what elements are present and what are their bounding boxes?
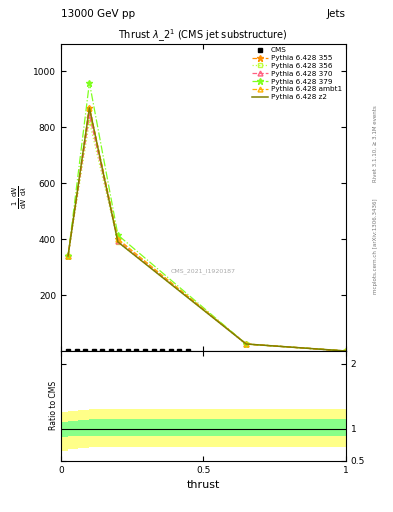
Pythia 6.428 ambt1 <box>343 348 348 354</box>
Text: mcplots.cern.ch [arXiv:1306.3436]: mcplots.cern.ch [arXiv:1306.3436] <box>373 198 378 293</box>
Pythia 6.428 355 <box>244 341 248 347</box>
Pythia 6.428 379 <box>244 341 248 347</box>
Pythia 6.428 356 <box>66 253 70 259</box>
Pythia 6.428 355 <box>66 253 70 259</box>
Pythia 6.428 370 <box>66 253 70 259</box>
Pythia 6.428 ambt1 <box>87 105 92 111</box>
Line: Pythia 6.428 ambt1: Pythia 6.428 ambt1 <box>66 105 348 353</box>
Line: Pythia 6.428 356: Pythia 6.428 356 <box>66 119 348 353</box>
Line: Pythia 6.428 355: Pythia 6.428 355 <box>64 104 349 354</box>
Line: Pythia 6.428 370: Pythia 6.428 370 <box>66 112 348 353</box>
Pythia 6.428 379 <box>116 232 120 238</box>
Pythia 6.428 z2 <box>66 253 70 259</box>
Pythia 6.428 370 <box>244 341 248 347</box>
Y-axis label: Ratio to CMS: Ratio to CMS <box>49 381 58 431</box>
Pythia 6.428 z2 <box>343 348 348 354</box>
Pythia 6.428 356 <box>244 341 248 347</box>
Pythia 6.428 355 <box>116 236 120 242</box>
Pythia 6.428 370 <box>343 348 348 354</box>
Text: Rivet 3.1.10, ≥ 3.1M events: Rivet 3.1.10, ≥ 3.1M events <box>373 105 378 182</box>
Line: Pythia 6.428 z2: Pythia 6.428 z2 <box>68 108 346 351</box>
Pythia 6.428 379 <box>87 79 92 86</box>
Pythia 6.428 ambt1 <box>66 253 70 259</box>
Pythia 6.428 z2 <box>244 341 248 347</box>
Pythia 6.428 z2 <box>116 239 120 245</box>
Pythia 6.428 356 <box>116 239 120 245</box>
X-axis label: thrust: thrust <box>187 480 220 490</box>
Pythia 6.428 355 <box>343 348 348 354</box>
Legend: CMS, Pythia 6.428 355, Pythia 6.428 356, Pythia 6.428 370, Pythia 6.428 379, Pyt: CMS, Pythia 6.428 355, Pythia 6.428 356,… <box>251 46 343 102</box>
Pythia 6.428 370 <box>87 112 92 118</box>
Pythia 6.428 370 <box>116 238 120 244</box>
Pythia 6.428 355 <box>87 105 92 111</box>
Line: Pythia 6.428 379: Pythia 6.428 379 <box>64 79 349 354</box>
Text: 13000 GeV pp: 13000 GeV pp <box>61 9 135 18</box>
Pythia 6.428 ambt1 <box>116 236 120 242</box>
Pythia 6.428 379 <box>66 253 70 259</box>
Text: Jets: Jets <box>327 9 346 18</box>
Pythia 6.428 ambt1 <box>244 341 248 347</box>
Pythia 6.428 356 <box>343 348 348 354</box>
Title: Thrust $\lambda\_2^1$ (CMS jet substructure): Thrust $\lambda\_2^1$ (CMS jet substruct… <box>118 27 288 44</box>
Pythia 6.428 z2 <box>87 105 92 111</box>
Y-axis label: $\frac{1}{\mathrm{d}N}\,\frac{\mathrm{d}N}{\mathrm{d}\lambda}$: $\frac{1}{\mathrm{d}N}\,\frac{\mathrm{d}… <box>11 185 29 209</box>
Pythia 6.428 379 <box>343 348 348 354</box>
Text: CMS_2021_I1920187: CMS_2021_I1920187 <box>171 268 236 274</box>
Pythia 6.428 356 <box>87 119 92 125</box>
